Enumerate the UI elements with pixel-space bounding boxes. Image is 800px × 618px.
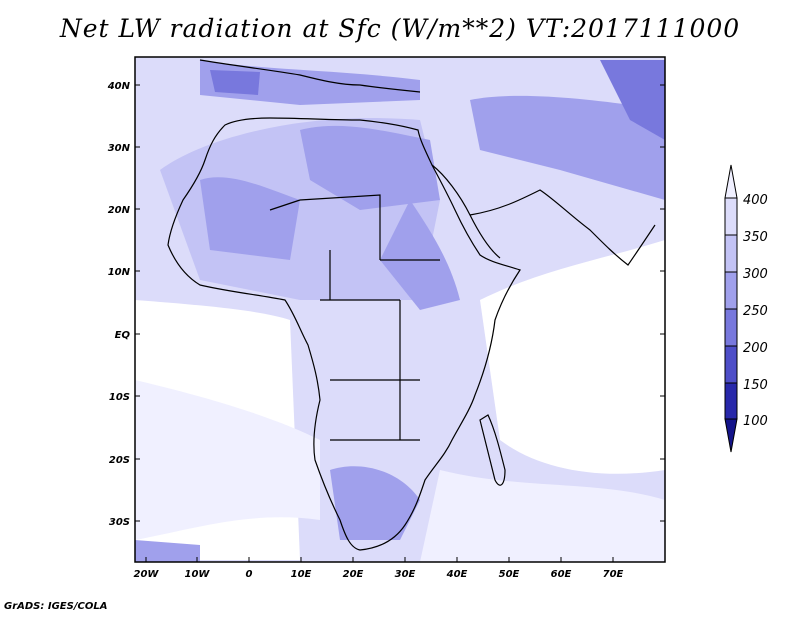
grads-credit: GrADS: IGES/COLA — [4, 601, 108, 612]
lon-label: 10E — [291, 569, 312, 580]
lon-label: 30E — [395, 569, 416, 580]
lon-ticks — [145, 557, 614, 562]
map-frame — [134, 56, 666, 563]
lat-label: 10S — [109, 392, 130, 403]
lon-label: 50E — [499, 569, 520, 580]
lon-label: 10W — [185, 569, 211, 580]
lon-label: 0 — [246, 569, 253, 580]
lat-label: 10N — [108, 267, 131, 278]
lat-ticks — [135, 84, 665, 522]
colorbar-swatch — [724, 271, 738, 310]
coastlines — [167, 59, 656, 551]
colorbar — [724, 164, 738, 453]
lon-label: 20E — [343, 569, 364, 580]
triangle-down-icon — [724, 418, 738, 453]
colorbar-label: 350 — [743, 230, 768, 245]
lat-label: 20N — [108, 205, 131, 216]
colorbar-label: 100 — [743, 414, 768, 429]
colorbar-swatch — [724, 234, 738, 273]
colorbar-swatch — [724, 308, 738, 347]
lon-label: 20W — [134, 569, 160, 580]
colorbar-swatch — [724, 345, 738, 384]
colorbar-label: 150 — [743, 378, 768, 393]
colorbar-label: 250 — [743, 304, 768, 319]
triangle-up-icon — [724, 164, 738, 199]
colorbar-swatch — [724, 197, 738, 236]
colorbar-label: 300 — [743, 267, 768, 282]
lat-label: 40N — [107, 81, 131, 92]
lat-label: 30N — [108, 143, 131, 154]
colorbar-label: 200 — [743, 341, 768, 356]
lat-label: EQ — [115, 330, 131, 341]
lat-label: 30S — [109, 517, 130, 528]
lat-label: 20S — [109, 455, 130, 466]
colorbar-swatch — [724, 382, 738, 420]
map-title: Net LW radiation at Sfc (W/m**2) VT:2017… — [59, 14, 741, 43]
lon-label: 70E — [603, 569, 624, 580]
lon-label: 40E — [446, 569, 468, 580]
colorbar-label: 400 — [743, 193, 768, 208]
lon-label: 60E — [551, 569, 572, 580]
